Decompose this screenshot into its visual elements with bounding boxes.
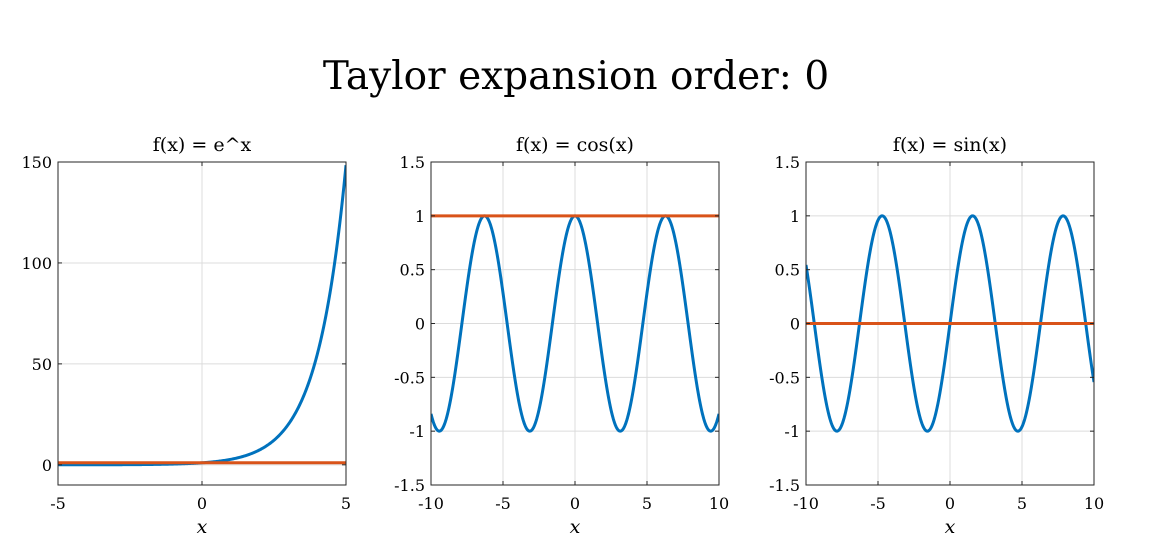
x-tick-label: 5: [1017, 494, 1027, 513]
x-axis-label: x: [197, 516, 208, 538]
y-tick-label: 150: [21, 153, 52, 172]
y-tick-label: 0: [42, 456, 52, 475]
subplot-title: f(x) = cos(x): [516, 134, 634, 156]
y-tick-label: 100: [21, 254, 52, 273]
x-tick-label: 0: [945, 494, 955, 513]
x-tick-label: -10: [418, 494, 444, 513]
y-tick-label: -1.5: [394, 476, 425, 495]
x-tick-label: -10: [793, 494, 819, 513]
y-tick-label: 1.5: [775, 153, 800, 172]
figure-title: Taylor expansion order: 0: [322, 54, 830, 99]
y-tick-label: 1: [415, 207, 425, 226]
x-axis-label: x: [945, 516, 956, 538]
y-tick-label: 1: [790, 207, 800, 226]
y-tick-label: 0.5: [775, 261, 800, 280]
x-tick-label: 10: [1084, 494, 1104, 513]
y-tick-label: -0.5: [394, 368, 425, 387]
y-tick-label: 0: [790, 315, 800, 334]
x-tick-label: 0: [197, 494, 207, 513]
series-group: [58, 165, 346, 467]
series-group: [806, 214, 1094, 433]
series-group: [431, 214, 719, 433]
y-tick-label: 0: [415, 315, 425, 334]
subplot-3: -10 -5 0 5 10 -1.5 -1 -0.5 0 0.5 1 1.5 x f(x) = sin(x…: [769, 134, 1104, 538]
x-tick-label: -5: [50, 494, 66, 513]
y-tick-label: 50: [32, 355, 52, 374]
x-axis-label: x: [570, 516, 581, 538]
x-tick-label: 0: [570, 494, 580, 513]
y-tick-label: 1.5: [400, 153, 425, 172]
y-tick-label: -1: [784, 422, 800, 441]
x-tick-label: 5: [341, 494, 351, 513]
x-tick-label: -5: [870, 494, 886, 513]
x-tick-label: 5: [642, 494, 652, 513]
subplot-2: -10 -5 0 5 10 -1.5 -1 -0.5 0 0.5 1 1.5 x f(x) = cos(x…: [394, 134, 729, 538]
y-tick-label: -1.5: [769, 476, 800, 495]
subplot-title: f(x) = sin(x): [893, 134, 1007, 156]
x-tick-label: 10: [709, 494, 729, 513]
x-tick-label: -5: [495, 494, 511, 513]
y-tick-label: 0.5: [400, 261, 425, 280]
y-tick-label: -1: [409, 422, 425, 441]
subplot-title: f(x) = e^x: [153, 134, 252, 156]
y-tick-label: -0.5: [769, 368, 800, 387]
